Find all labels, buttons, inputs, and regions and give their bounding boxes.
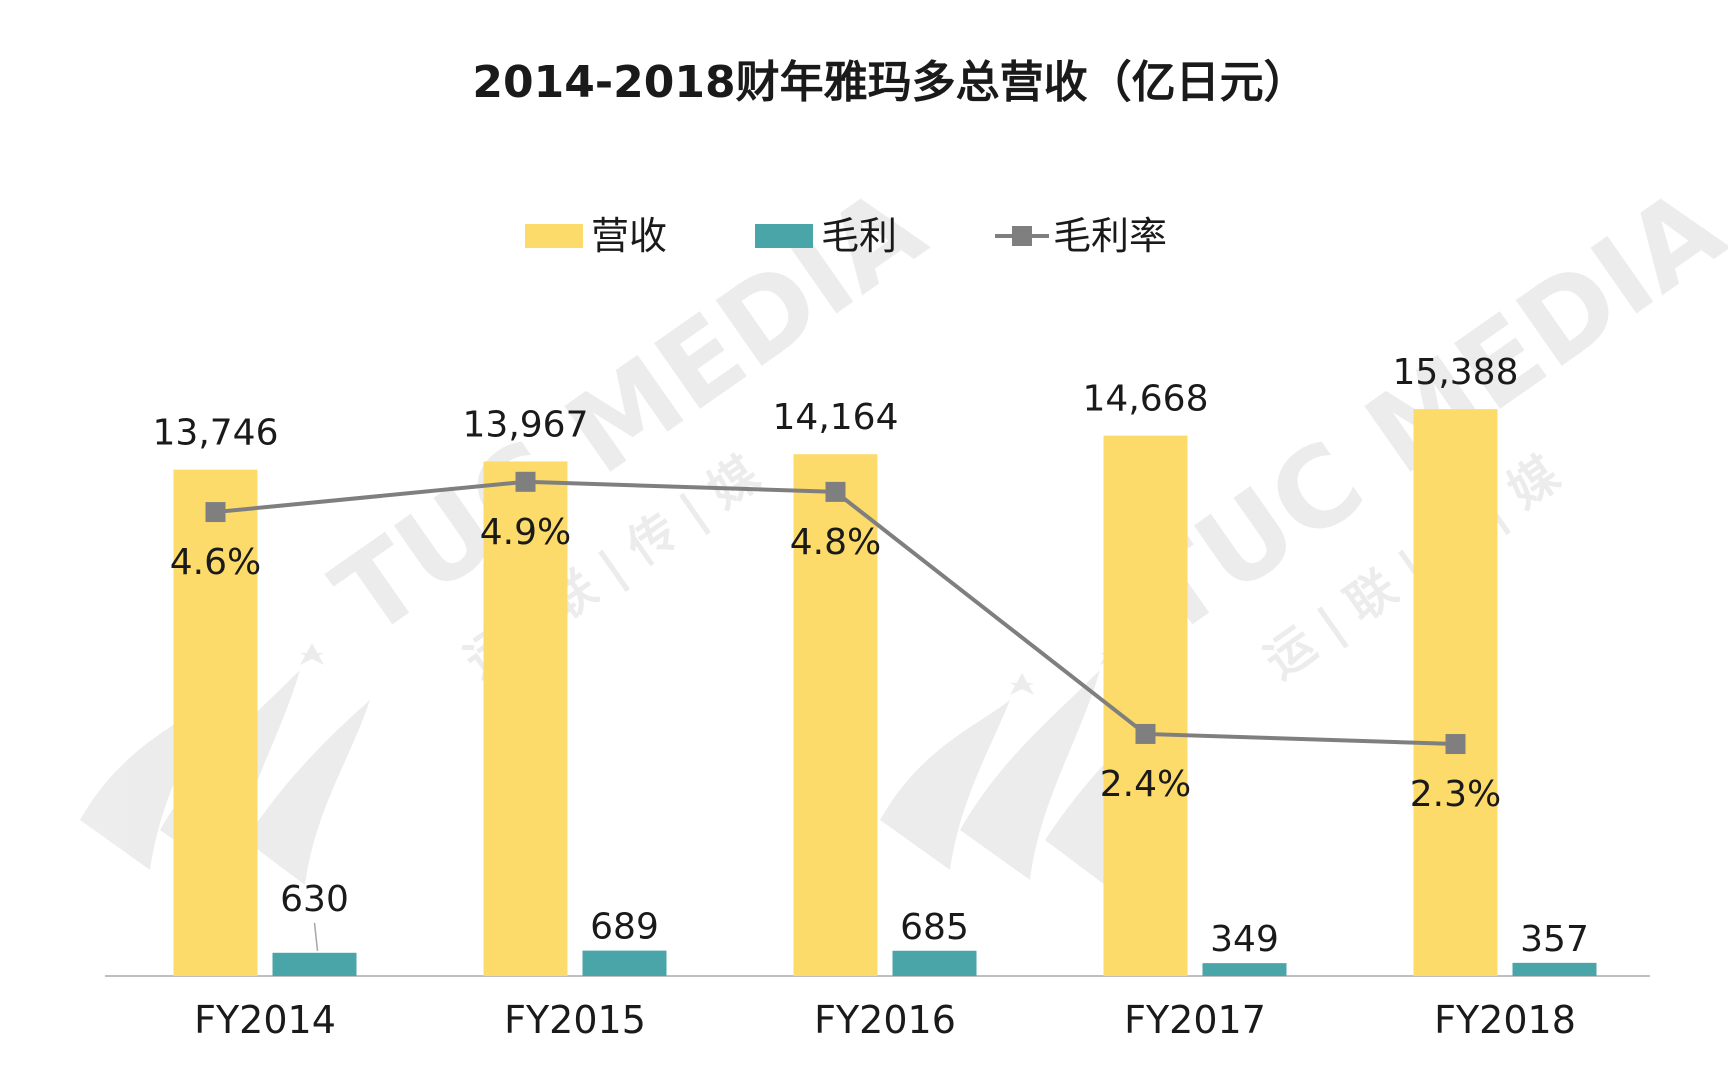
bar-revenue	[173, 469, 258, 976]
rate-point	[1445, 734, 1466, 755]
legend-label: 毛利	[821, 214, 897, 258]
chart-title: 2014-2018财年雅玛多总营收（亿日元）	[472, 57, 1307, 108]
data-label: 15,388	[1393, 352, 1519, 393]
rate-point	[825, 481, 846, 502]
watermark-right: TUC MEDIA 运 | 联 | 传 | 媒	[880, 163, 1728, 885]
data-label: 13,746	[153, 413, 279, 454]
legend: 营收 毛利 毛利率	[525, 214, 1167, 258]
x-tick-label: FY2017	[1124, 998, 1266, 1042]
bar-gross-profit	[892, 950, 977, 976]
data-label: 689	[590, 907, 659, 948]
x-tick-label: FY2016	[814, 998, 956, 1042]
rate-point	[1135, 723, 1156, 744]
data-label: 14,668	[1083, 379, 1209, 420]
bar-gross-profit	[272, 952, 357, 976]
legend-swatch	[755, 224, 813, 248]
bar-gross-profit	[582, 950, 667, 976]
data-label-rate: 4.8%	[790, 522, 881, 563]
plot-area: FY2014 13,746 630 FY2015 13,967 689 FY2016 14,1…	[105, 352, 1650, 1042]
bar-revenue	[1413, 409, 1498, 976]
label-leader-line	[313, 922, 319, 951]
bar-gross-profit	[1512, 962, 1597, 976]
data-label: 14,164	[773, 397, 899, 438]
data-label-rate: 4.6%	[170, 542, 261, 583]
data-label: 685	[900, 907, 969, 948]
x-tick-label: FY2018	[1434, 998, 1576, 1042]
rate-point	[515, 471, 536, 492]
data-label-rate: 2.4%	[1100, 764, 1191, 805]
data-label-rate: 4.9%	[480, 512, 571, 553]
data-label-rate: 2.3%	[1410, 774, 1501, 815]
x-tick-label: FY2015	[504, 998, 646, 1042]
data-label: 13,967	[463, 404, 589, 445]
data-label: 357	[1520, 919, 1589, 960]
bar-revenue	[793, 454, 878, 976]
rate-point	[205, 502, 226, 523]
data-label: 630	[280, 879, 349, 920]
legend-label: 营收	[591, 214, 667, 258]
bar-revenue	[1103, 435, 1188, 977]
legend-swatch	[525, 224, 583, 248]
legend-marker	[1012, 226, 1032, 246]
bar-gross-profit	[1202, 963, 1287, 976]
bar-revenue	[483, 461, 568, 976]
legend-label: 毛利率	[1053, 214, 1167, 258]
x-tick-label: FY2014	[194, 998, 336, 1042]
data-label: 349	[1210, 919, 1279, 960]
